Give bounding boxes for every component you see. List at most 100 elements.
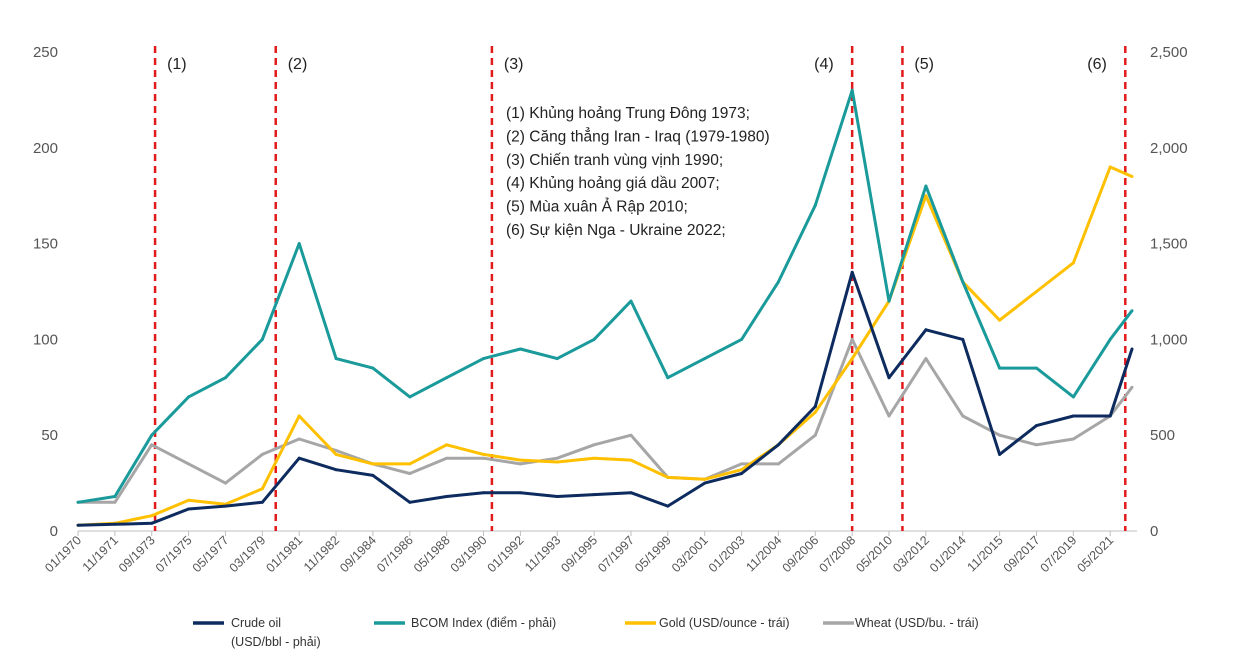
data-point (187, 498, 191, 502)
data-point (813, 405, 817, 408)
data-point (371, 366, 375, 370)
x-tick-label: 05/1988 (411, 533, 453, 575)
data-point (1108, 165, 1112, 169)
data-point (555, 357, 559, 361)
data-point (334, 449, 338, 452)
data-point (187, 507, 191, 511)
data-point (592, 443, 596, 447)
data-point (445, 376, 449, 380)
data-point (76, 523, 80, 527)
x-tick-label: 01/2003 (706, 533, 748, 575)
left-y-tick-label: 250 (33, 44, 58, 61)
legend-item-3: Gold (USD/ounce - trái) (625, 616, 790, 630)
data-point (813, 433, 817, 437)
x-tick-label: 03/1979 (227, 533, 269, 575)
data-point (629, 433, 633, 437)
event-label-6: (6) (1087, 56, 1107, 73)
data-point (666, 376, 670, 380)
x-tick-label: 09/1995 (558, 533, 600, 575)
event-label-5: (5) (914, 56, 934, 73)
left-y-tick-label: 50 (41, 427, 58, 444)
data-point (408, 395, 412, 399)
data-point (76, 500, 80, 504)
data-point (924, 357, 928, 361)
data-point (482, 456, 485, 460)
data-point (297, 242, 301, 246)
data-point (850, 270, 854, 274)
data-point (113, 522, 117, 526)
series-1 (76, 270, 1134, 527)
data-point (850, 337, 854, 341)
annotation-line-5: (5) Mùa xuân Ả Rập 2010; (506, 199, 688, 216)
data-point (482, 452, 485, 456)
x-tick-label: 01/1992 (485, 533, 527, 575)
data-point (1130, 175, 1134, 178)
legend-item-2: BCOM Index (điểm - phải) (374, 616, 556, 630)
data-point (629, 299, 633, 303)
x-tick-label: 09/1973 (116, 533, 158, 575)
x-tick-label: 07/2008 (816, 533, 858, 575)
data-point (260, 452, 264, 456)
series-line (77, 165, 1133, 527)
data-point (150, 433, 154, 437)
data-point (297, 437, 301, 441)
data-point (629, 458, 633, 462)
event-label-1: (1) (167, 56, 187, 73)
data-point (776, 280, 780, 284)
data-point (776, 443, 780, 447)
x-tick-label: 11/1993 (522, 533, 563, 574)
data-point (187, 395, 191, 399)
data-point (297, 456, 301, 460)
x-tick-label: 03/2012 (890, 533, 932, 575)
data-point (555, 460, 559, 464)
left-y-tick-label: 150 (33, 236, 58, 253)
x-tick-label: 07/1975 (153, 533, 195, 575)
x-tick-label: 05/1977 (190, 533, 232, 575)
x-tick-label: 01/2014 (927, 533, 969, 575)
x-tick-label: 11/2004 (743, 533, 784, 574)
data-point (887, 414, 891, 418)
data-point (740, 462, 744, 466)
right-y-tick-label: 1,000 (1150, 331, 1188, 348)
data-point (592, 456, 596, 460)
x-tick-label: 03/1990 (448, 533, 490, 575)
data-point (850, 88, 854, 92)
data-point (703, 357, 707, 361)
x-tick-label: 11/2015 (965, 533, 1006, 574)
data-point (518, 491, 522, 495)
data-point (998, 366, 1002, 370)
data-point (224, 481, 227, 485)
x-tick-label: 11/1982 (301, 533, 342, 574)
data-point (224, 504, 227, 508)
legend-label: BCOM Index (điểm - phải) (411, 616, 556, 630)
data-point (887, 376, 891, 380)
x-tick-label: 09/1984 (337, 533, 379, 575)
data-point (1108, 337, 1112, 341)
data-point (740, 337, 744, 341)
data-point (813, 203, 817, 207)
data-point (1035, 366, 1038, 370)
data-point (740, 472, 744, 475)
x-tick-label: 05/2010 (853, 533, 895, 575)
series-line (77, 270, 1134, 527)
data-point (666, 475, 670, 479)
annotation-line-3: (3) Chiến tranh vùng vịnh 1990; (506, 152, 723, 169)
data-point (445, 456, 449, 460)
data-point (408, 462, 412, 466)
x-tick-label: 07/1986 (374, 533, 416, 575)
data-point (1035, 443, 1038, 447)
legend-label: Gold (USD/ounce - trái) (659, 616, 790, 630)
data-point (1035, 290, 1038, 293)
event-label-3: (3) (504, 56, 524, 73)
data-point (924, 194, 928, 198)
series-line (77, 88, 1134, 504)
data-point (998, 452, 1002, 456)
data-point (260, 500, 264, 504)
data-point (408, 500, 412, 504)
right-y-tick-label: 2,500 (1150, 44, 1188, 61)
annotation-line-4: (4) Khủng hoảng giá dầu 2007; (506, 175, 720, 192)
annotation-line-2: (2) Căng thẳng Iran - Iraq (1979-1980) (506, 127, 770, 145)
x-tick-label: 09/2006 (780, 533, 822, 575)
series-2 (76, 88, 1134, 504)
legend-label: Wheat (USD/bu. - trái) (855, 616, 979, 630)
